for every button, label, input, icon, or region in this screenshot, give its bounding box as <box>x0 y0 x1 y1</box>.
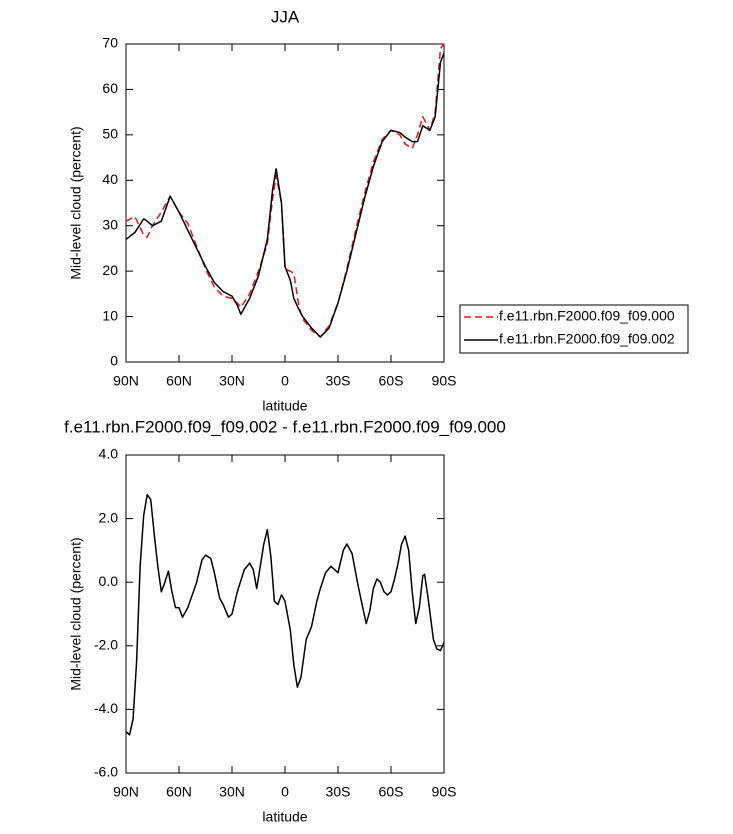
x-tick-label: 0 <box>281 784 289 800</box>
legend-box <box>459 304 689 354</box>
data-line <box>125 494 445 736</box>
x-tick-label: 90N <box>113 373 139 389</box>
x-tick-label: 0 <box>281 373 289 389</box>
y-tick-label: -4.0 <box>94 700 118 716</box>
x-tick-label: 60N <box>166 373 192 389</box>
x-tick-label: 30N <box>219 784 245 800</box>
x-tick-label: 30N <box>219 373 245 389</box>
y-tick-label: 0 <box>110 353 118 369</box>
x-tick-label: 90N <box>113 784 139 800</box>
chart-title: JJA <box>271 7 300 26</box>
y-tick-label: 4.0 <box>99 446 119 462</box>
y-tick-label: 20 <box>102 262 118 278</box>
y-tick-label: 2.0 <box>99 509 119 525</box>
x-tick-label: 60S <box>379 784 404 800</box>
chart-title: f.e11.rbn.F2000.f09_f09.002 - f.e11.rbn.… <box>64 417 506 436</box>
x-tick-label: 90S <box>432 784 457 800</box>
plot-frame <box>125 43 445 363</box>
x-tick-label: 60N <box>166 784 192 800</box>
plot: f.e11.rbn.F2000.f09_f09.002 - f.e11.rbn.… <box>64 417 506 824</box>
x-tick-label: 90S <box>432 373 457 389</box>
series-line <box>125 43 445 338</box>
y-tick-label: -6.0 <box>94 764 118 780</box>
x-tick-label: 30S <box>326 784 351 800</box>
y-tick-label: 70 <box>102 35 118 51</box>
y-tick-label: 50 <box>102 126 118 142</box>
y-tick-label: 0.0 <box>99 573 119 589</box>
y-tick-label: 40 <box>102 171 118 187</box>
x-axis-label: latitude <box>262 398 307 414</box>
y-axis-label: Mid-level cloud (percent) <box>68 537 84 690</box>
legend: f.e11.rbn.F2000.f09_f09.000 f.e11.rbn.F20… <box>459 304 689 354</box>
legend-label: f.e11.rbn.F2000.f09_f09.000 <box>499 308 675 324</box>
legend-label: f.e11.rbn.F2000.f09_f09.002 <box>499 331 675 347</box>
plot-frame <box>125 454 445 774</box>
series-line <box>125 52 445 338</box>
plot: JJA latitude Mid-level cloud (percent) 0 10 2… <box>68 7 689 414</box>
y-axis-label: Mid-level cloud (percent) <box>68 126 84 279</box>
x-axis-label: latitude <box>262 809 307 825</box>
y-tick-label: 10 <box>102 307 118 323</box>
y-tick-label: 60 <box>102 80 118 96</box>
x-tick-label: 60S <box>379 373 404 389</box>
x-tick-label: 30S <box>326 373 351 389</box>
y-tick-label: -2.0 <box>94 637 118 653</box>
y-tick-label: 30 <box>102 216 118 232</box>
